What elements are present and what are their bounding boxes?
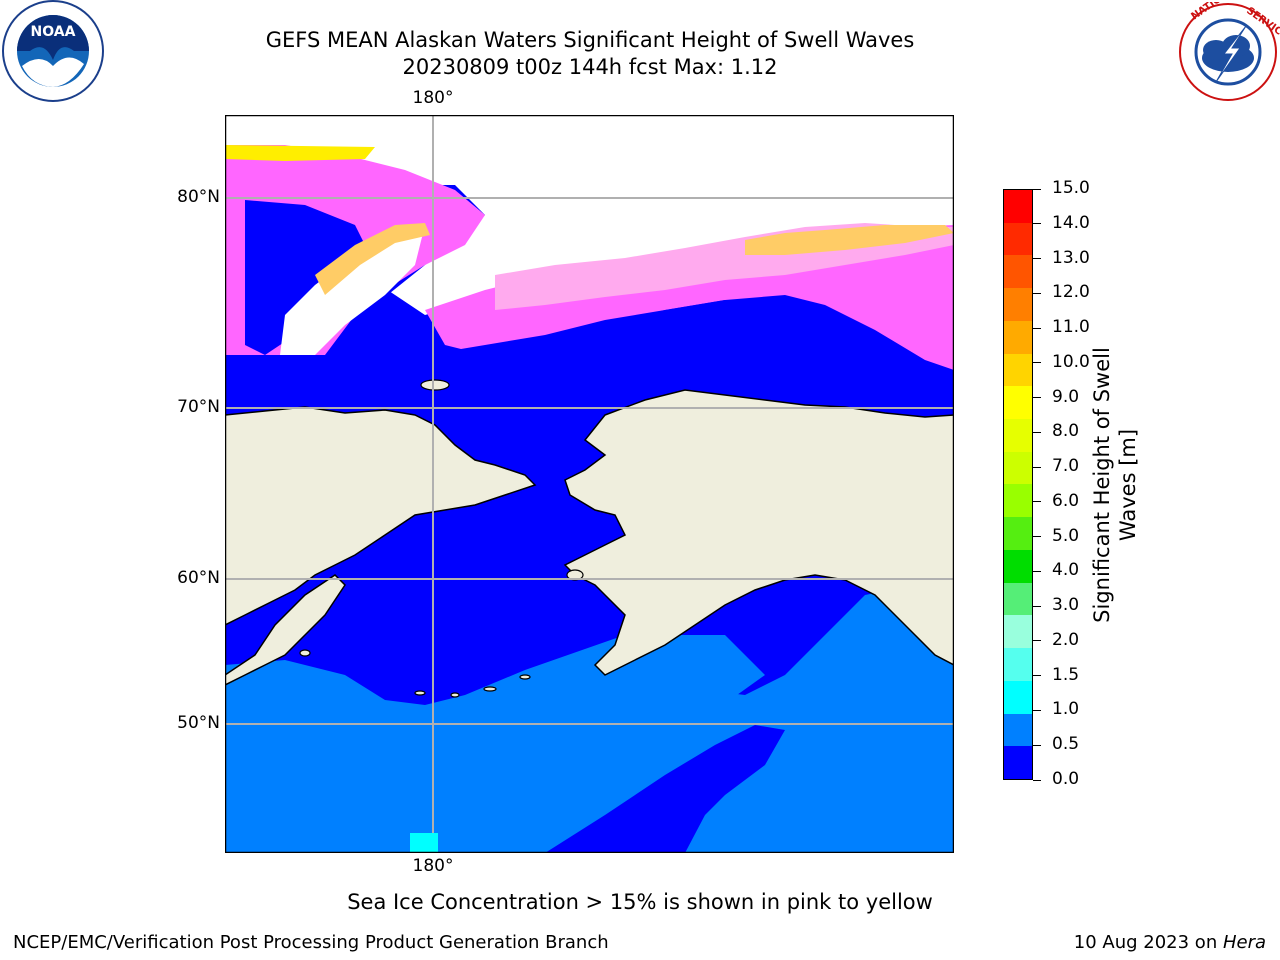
- colorbar-tick-mark: [1033, 570, 1041, 572]
- noaa-logo-text: NOAA: [31, 24, 76, 40]
- colorbar-tick-label: 1.5: [1052, 664, 1080, 685]
- colorbar-label-line2: Waves [m]: [1116, 428, 1140, 542]
- colorbar-swatch: [1004, 517, 1032, 550]
- colorbar-tick-mark: [1033, 640, 1041, 642]
- footer-host: Hera: [1222, 932, 1266, 953]
- colorbar-swatch: [1004, 484, 1032, 518]
- lat-label-80n: 80°N: [177, 187, 220, 207]
- nws-logo: NATIONAL SERVICE: [1176, 0, 1280, 106]
- colorbar-swatch: [1004, 320, 1032, 354]
- colorbar-swatch: [1004, 386, 1032, 420]
- colorbar-swatch: [1004, 190, 1032, 223]
- colorbar-tick-mark: [1033, 292, 1041, 294]
- colorbar-tick-label: 1.0: [1052, 699, 1080, 720]
- colorbar-tick-label: 4.0: [1052, 560, 1080, 581]
- colorbar-tick-label: 13.0: [1052, 247, 1090, 268]
- colorbar-tick-label: 8.0: [1052, 421, 1080, 442]
- colorbar-tick-label: 5.0: [1052, 525, 1080, 546]
- map-frame: [224, 114, 955, 854]
- land-siberia: [225, 406, 537, 626]
- colorbar-swatch: [1004, 288, 1032, 321]
- colorbar-tick-mark: [1033, 223, 1041, 225]
- colorbar-tick-mark: [1033, 362, 1041, 364]
- map-svg: [224, 114, 955, 854]
- colorbar-tick-mark: [1033, 675, 1041, 677]
- aleutian-islands: [299, 379, 584, 698]
- colorbar-swatch: [1004, 255, 1032, 289]
- colorbar-swatch: [1004, 713, 1032, 747]
- colorbar-swatch: [1004, 648, 1032, 681]
- land-alaska: [563, 389, 954, 676]
- colorbar-swatch: [1004, 615, 1032, 649]
- colorbar: [1003, 189, 1033, 780]
- graticule: [225, 115, 954, 853]
- footer-right: 10 Aug 2023 on Hera: [1074, 932, 1266, 953]
- colorbar-tick-label: 11.0: [1052, 317, 1090, 338]
- colorbar-swatch: [1004, 222, 1032, 256]
- colorbar-tick-label: 7.0: [1052, 456, 1080, 477]
- colorbar-tick-mark: [1033, 744, 1041, 746]
- sea-ice-note: Sea Ice Concentration > 15% is shown in …: [347, 890, 933, 914]
- colorbar-tick-mark: [1033, 397, 1041, 399]
- colorbar-label-line1: Significant Height of Swell: [1090, 347, 1114, 623]
- colorbar-tick-label: 10.0: [1052, 351, 1090, 372]
- colorbar-swatch: [1004, 549, 1032, 583]
- map-panel: [224, 114, 955, 854]
- footer-date: 10 Aug 2023 on: [1073, 932, 1223, 953]
- colorbar-tick-mark: [1033, 258, 1041, 260]
- noaa-logo: NOAA: [0, 0, 106, 106]
- lon-label-top: 180°: [412, 88, 454, 108]
- colorbar-swatch: [1004, 582, 1032, 616]
- colorbar-tick-label: 9.0: [1052, 386, 1080, 407]
- lat-label-60n: 60°N: [177, 568, 220, 588]
- colorbar-tick-mark: [1033, 327, 1041, 329]
- colorbar-swatch: [1004, 746, 1032, 779]
- colorbar-tick-mark: [1033, 709, 1041, 711]
- colorbar-tick-label: 14.0: [1052, 212, 1090, 233]
- chart-title-line1: GEFS MEAN Alaskan Waters Significant Hei…: [265, 28, 915, 52]
- colorbar-swatch: [1004, 680, 1032, 714]
- colorbar-tick-label: 0.5: [1052, 734, 1080, 755]
- colorbar-swatch: [1004, 451, 1032, 485]
- chart-title-line2: 20230809 t00z 144h fcst Max: 1.12: [402, 55, 778, 79]
- colorbar-tick-mark: [1033, 466, 1041, 468]
- footer-left: NCEP/EMC/Verification Post Processing Pr…: [13, 932, 609, 953]
- colorbar-tick-mark: [1033, 536, 1041, 538]
- colorbar-tick-label: 6.0: [1052, 490, 1080, 511]
- colorbar-swatch: [1004, 353, 1032, 387]
- colorbar-tick-label: 12.0: [1052, 282, 1090, 303]
- colorbar-tick-mark: [1033, 779, 1041, 781]
- colorbar-label: Significant Height of Swell Waves [m]: [1089, 285, 1141, 685]
- colorbar-swatch: [1004, 419, 1032, 452]
- colorbar-tick-label: 15.0: [1052, 178, 1090, 198]
- colorbar-tick-label: 2.0: [1052, 629, 1080, 650]
- lon-label-bottom: 180°: [412, 856, 454, 876]
- colorbar-tick-mark: [1033, 501, 1041, 503]
- colorbar-tick-mark: [1033, 431, 1041, 433]
- colorbar-tick-label: 3.0: [1052, 595, 1080, 616]
- lat-label-50n: 50°N: [177, 713, 220, 733]
- colorbar-tick-mark: [1033, 605, 1041, 607]
- colorbar-tick-label: 0.0: [1052, 769, 1080, 789]
- lat-label-70n: 70°N: [177, 397, 220, 417]
- colorbar-tick-mark: [1033, 188, 1041, 190]
